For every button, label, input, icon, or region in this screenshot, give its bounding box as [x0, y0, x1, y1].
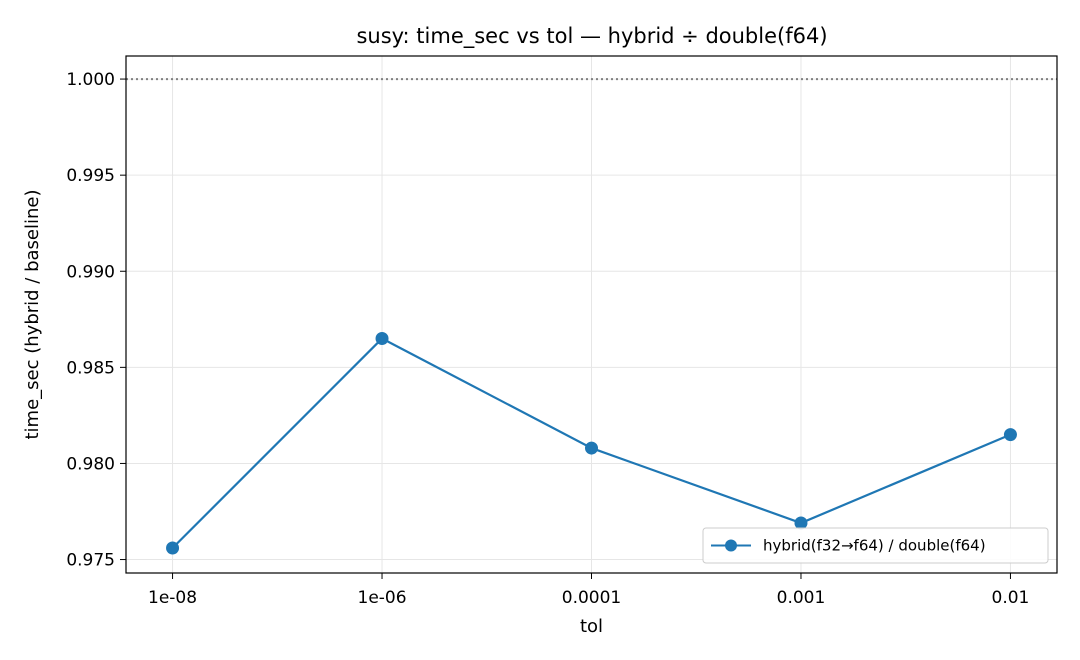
legend-box: [702, 527, 1049, 564]
y-tick-label: 0.980: [66, 454, 115, 474]
legend-marker-swatch: [725, 539, 737, 552]
data-point: [166, 541, 180, 555]
x-tick-label: 0.01: [992, 588, 1030, 608]
data-point: [1003, 428, 1017, 442]
y-tick-label: 0.990: [66, 262, 115, 282]
y-axis-ticks: 0.975 0.980 0.985 0.990 0.995 1.000: [66, 70, 126, 571]
legend: hybrid(f32→f64) / double(f64): [702, 527, 1049, 564]
x-axis-label: tol: [580, 616, 603, 637]
data-point: [585, 441, 598, 455]
x-tick-label: 0.001: [777, 588, 826, 608]
series-layer: [166, 332, 1017, 555]
data-point: [794, 516, 808, 530]
data-point: [375, 332, 389, 346]
y-tick-label: 0.985: [66, 358, 115, 378]
y-tick-label: 1.000: [66, 70, 115, 90]
x-tick-label: 0.0001: [562, 588, 621, 608]
legend-entry-label: hybrid(f32→f64) / double(f64): [763, 537, 986, 555]
chart-title: susy: time_sec vs tol — hybrid ÷ double(…: [356, 24, 827, 49]
x-axis-ticks: 1e-08 1e-06 0.0001 0.001 0.01: [148, 573, 1029, 608]
x-tick-label: 1e-06: [358, 588, 407, 608]
y-axis-label: time_sec (hybrid / baseline): [22, 190, 43, 440]
y-tick-label: 0.975: [66, 551, 115, 571]
x-tick-label: 1e-08: [148, 588, 197, 608]
y-tick-label: 0.995: [66, 166, 115, 186]
